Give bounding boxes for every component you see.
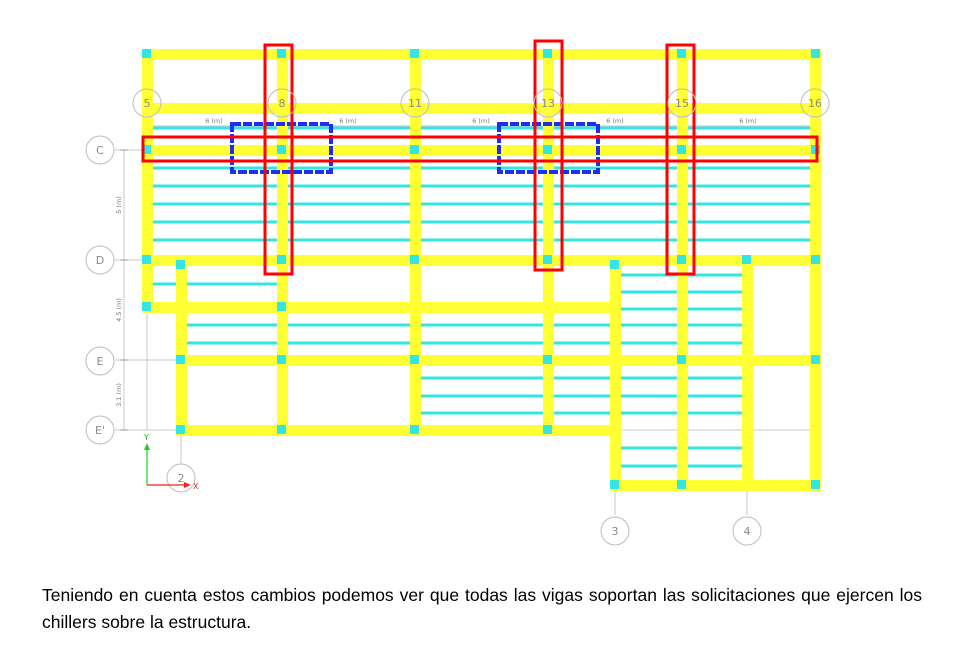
row-grid-labels: C D E E' (95, 144, 105, 437)
dimension-label: 6 (m) (739, 117, 757, 125)
dimension-label: 4.5 (m) (115, 298, 123, 322)
chiller-outlines (230, 122, 600, 174)
grid-label-col: 16 (808, 97, 822, 110)
dimension-label: 3.1 (m) (115, 383, 123, 407)
dimension-label: 6 (m) (606, 117, 624, 125)
nodes (142, 49, 820, 489)
grid-label-col: 8 (279, 97, 286, 110)
grid-label-col: 13 (541, 97, 555, 110)
top-dimension-labels: 6 (m) 6 (m) 6 (m) 6 (m) 6 (m) (205, 117, 757, 125)
dimension-label: 6 (m) (205, 117, 223, 125)
caption-paragraph: Teniendo en cuenta estos cambios podemos… (42, 585, 922, 632)
grid-label-row: D (96, 254, 104, 267)
grid-label-col: 11 (408, 97, 422, 110)
left-dimension-labels: 5 (m) 4.5 (m) 3.1 (m) (115, 196, 123, 407)
highlight-row-c (141, 135, 819, 163)
chiller-outline-1 (230, 122, 333, 174)
grid-label-col: 4 (744, 525, 751, 538)
grid-label-row: E (97, 355, 104, 368)
grid-label-row: E' (95, 424, 105, 437)
bottom-grid-labels: 2 3 4 (178, 472, 751, 538)
beams (142, 49, 821, 491)
row-grid-bubbles (85, 135, 115, 445)
grid-label-row: C (96, 144, 104, 157)
y-axis-label: Y (143, 433, 149, 442)
dimension-label: 6 (m) (472, 117, 490, 125)
highlight-column-13 (533, 39, 564, 272)
structural-plan: 5 8 11 13 15 16 6 (m) 6 (m) 6 (m) 6 (m) … (85, 39, 830, 546)
chiller-outline-2 (497, 122, 600, 174)
dimension-label: 5 (m) (115, 196, 123, 214)
top-grid-labels: 5 8 11 13 15 16 (144, 97, 823, 110)
red-highlights (141, 39, 819, 276)
top-grid-bubbles (132, 88, 830, 118)
grid-label-col: 15 (675, 97, 689, 110)
grid-label-col: 2 (178, 472, 185, 485)
axis-triad: Y X (143, 433, 199, 491)
grid-lines (115, 115, 816, 515)
x-axis-label: X (193, 482, 199, 491)
grid-label-col: 3 (612, 525, 619, 538)
joists (150, 126, 812, 468)
grid-label-col: 5 (144, 97, 151, 110)
dimension-label: 6 (m) (339, 117, 357, 125)
bottom-grid-bubbles (166, 463, 762, 546)
